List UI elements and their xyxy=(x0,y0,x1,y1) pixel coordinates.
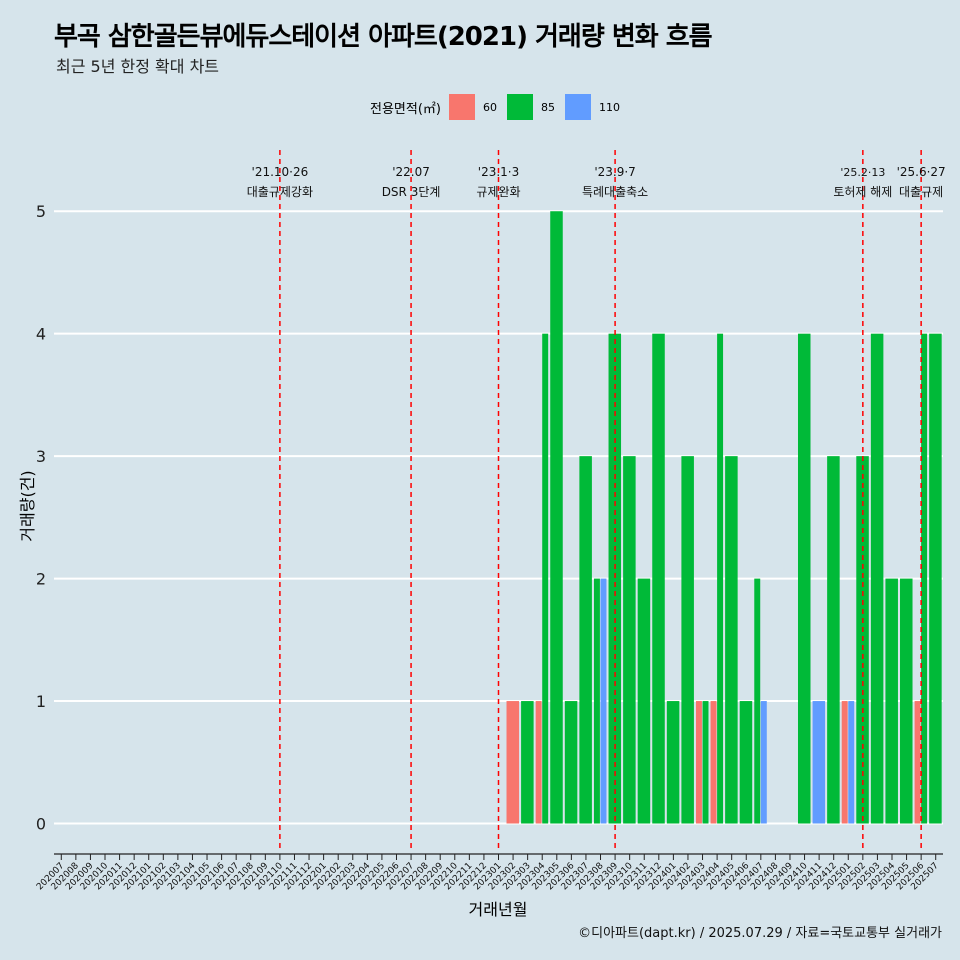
chart-subtitle: 최근 5년 한정 확대 차트 xyxy=(56,57,220,76)
y-tick-label-3: 3 xyxy=(36,447,46,466)
bar-202406-85 xyxy=(739,701,753,824)
event-label-202309: 특례대출축소 xyxy=(582,185,648,199)
bar-202504-85 xyxy=(885,578,898,824)
bar-202308-85 xyxy=(593,578,600,824)
legend-title: 전용면적(㎡) xyxy=(370,101,441,117)
bar-202303-85 xyxy=(521,701,534,824)
bar-202503-85 xyxy=(870,333,884,824)
bar-202410-85 xyxy=(797,333,811,824)
legend-item-110: 110 xyxy=(564,94,620,120)
bar-202411-110 xyxy=(812,701,826,824)
bar-202309-85 xyxy=(608,333,622,824)
bar-202304-85 xyxy=(542,333,549,824)
bar-202407-85 xyxy=(754,578,761,824)
legend-label-85: 85 xyxy=(540,100,555,114)
bar-202506-60 xyxy=(914,701,921,824)
y-tick-label-1: 1 xyxy=(36,692,46,711)
legend-label-110: 110 xyxy=(598,100,620,114)
bar-202401-85 xyxy=(666,701,680,824)
bar-202403-60 xyxy=(695,701,702,824)
event-date-202309: '23.9·7 xyxy=(594,165,635,179)
bar-202506-85 xyxy=(921,333,928,824)
bar-202507-85 xyxy=(929,333,942,824)
bar-202305-85 xyxy=(550,211,563,824)
event-date-202506: '25.6·27 xyxy=(897,165,946,179)
event-date-202502: '25.2·13 xyxy=(840,166,885,179)
bar-202307-85 xyxy=(579,456,592,824)
y-tick-label-5: 5 xyxy=(36,202,46,221)
bars xyxy=(506,211,942,824)
bar-202402-85 xyxy=(681,456,694,824)
bar-202405-85 xyxy=(725,456,738,824)
x-axis: 2020072020082020092020102020112020122021… xyxy=(35,853,943,892)
bar-202308-110 xyxy=(600,578,607,824)
legend-label-60: 60 xyxy=(482,100,497,114)
event-label-202502: 토허제 해제 xyxy=(833,185,892,199)
legend-swatch-60 xyxy=(448,94,475,120)
event-label-202207: DSR 3단계 xyxy=(382,185,441,199)
legend-swatch-85 xyxy=(506,94,533,120)
y-tick-label-0: 0 xyxy=(36,815,46,834)
event-date-202207: '22.07 xyxy=(392,165,430,179)
chart-title: 부곡 삼한골든뷰에듀스테이션 아파트(2021) 거래량 변화 흐름 xyxy=(54,22,713,52)
bar-202501-110 xyxy=(848,701,855,824)
x-axis-label: 거래년월 xyxy=(469,900,528,919)
bar-202310-85 xyxy=(623,456,636,824)
bar-202501-60 xyxy=(841,701,848,824)
legend-item-85: 85 xyxy=(506,94,555,120)
bar-202404-60 xyxy=(710,701,717,824)
bar-202302-60 xyxy=(506,701,520,824)
bar-202404-85 xyxy=(717,333,724,824)
legend: 전용면적(㎡) 60 85 110 xyxy=(370,93,630,121)
y-tick-label-2: 2 xyxy=(36,570,46,589)
bar-202412-85 xyxy=(827,456,840,824)
event-label-202506: 대출규제 xyxy=(899,185,943,199)
y-axis: 0 1 2 3 4 5 xyxy=(36,202,46,833)
event-label-202110: 대출규제강화 xyxy=(247,185,313,199)
bar-202505-85 xyxy=(900,578,913,824)
event-markers: '21.10·26 대출규제강화 '22.07 DSR 3단계 '23.1·3 규제완화 '… xyxy=(247,150,946,848)
bar-202407-110 xyxy=(760,701,767,824)
event-date-202110: '21.10·26 xyxy=(252,165,309,179)
bar-202311-85 xyxy=(637,578,651,824)
event-date-202301: '23.1·3 xyxy=(478,165,519,179)
y-axis-label: 거래량(건) xyxy=(18,470,37,541)
event-label-202301: 규제완화 xyxy=(476,185,520,199)
legend-item-60: 60 xyxy=(448,94,497,120)
caption: ©디아파트(dapt.kr) / 2025.07.29 / 자료=국토교통부 실… xyxy=(578,926,942,941)
legend-swatch-110 xyxy=(564,94,591,120)
bar-202306-85 xyxy=(564,701,578,824)
y-tick-label-4: 4 xyxy=(36,325,46,344)
bar-202403-85 xyxy=(702,701,709,824)
bar-202312-85 xyxy=(652,333,665,824)
bar-202304-60 xyxy=(535,701,542,824)
